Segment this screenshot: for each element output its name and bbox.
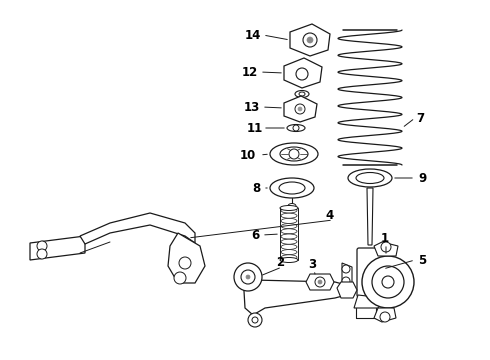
Circle shape — [248, 313, 262, 327]
Ellipse shape — [287, 125, 305, 131]
Polygon shape — [243, 274, 350, 315]
Circle shape — [37, 241, 47, 251]
Ellipse shape — [280, 147, 308, 161]
Text: 12: 12 — [242, 66, 258, 78]
Ellipse shape — [281, 213, 297, 218]
Text: 2: 2 — [276, 256, 284, 269]
Circle shape — [380, 312, 390, 322]
Circle shape — [318, 280, 322, 284]
Ellipse shape — [281, 234, 297, 239]
Ellipse shape — [270, 178, 314, 198]
Circle shape — [298, 107, 302, 111]
Circle shape — [296, 68, 308, 80]
Circle shape — [241, 270, 255, 284]
Polygon shape — [374, 308, 396, 322]
Circle shape — [381, 242, 391, 252]
Circle shape — [289, 149, 299, 159]
Text: 3: 3 — [308, 258, 316, 271]
Ellipse shape — [299, 92, 305, 96]
Text: 4: 4 — [326, 208, 334, 221]
Polygon shape — [367, 188, 373, 245]
Polygon shape — [342, 263, 352, 287]
Ellipse shape — [281, 224, 297, 229]
Polygon shape — [290, 24, 330, 56]
Circle shape — [293, 125, 299, 131]
Ellipse shape — [356, 172, 384, 184]
Ellipse shape — [270, 143, 318, 165]
Text: 14: 14 — [245, 28, 261, 41]
Text: 10: 10 — [240, 149, 256, 162]
Ellipse shape — [281, 208, 297, 213]
Polygon shape — [337, 282, 357, 298]
Circle shape — [307, 37, 313, 43]
Polygon shape — [80, 213, 195, 244]
Ellipse shape — [281, 255, 297, 260]
Circle shape — [382, 276, 394, 288]
Ellipse shape — [281, 249, 297, 255]
Polygon shape — [354, 295, 384, 308]
Circle shape — [342, 277, 350, 285]
Ellipse shape — [281, 229, 297, 234]
Ellipse shape — [348, 169, 392, 187]
Circle shape — [252, 317, 258, 323]
Ellipse shape — [281, 239, 297, 244]
Ellipse shape — [288, 203, 296, 208]
Circle shape — [372, 266, 404, 298]
Polygon shape — [306, 274, 334, 290]
Text: 5: 5 — [418, 253, 426, 266]
Ellipse shape — [295, 90, 309, 98]
Polygon shape — [284, 58, 322, 88]
Ellipse shape — [280, 257, 298, 262]
Polygon shape — [374, 242, 398, 256]
Text: 11: 11 — [247, 122, 263, 135]
Circle shape — [362, 256, 414, 308]
Text: 9: 9 — [418, 171, 426, 185]
Polygon shape — [30, 236, 85, 260]
Circle shape — [37, 249, 47, 259]
Ellipse shape — [280, 206, 298, 211]
Polygon shape — [284, 96, 317, 122]
Ellipse shape — [281, 244, 297, 249]
Circle shape — [342, 265, 350, 273]
Ellipse shape — [279, 182, 305, 194]
Text: 1: 1 — [381, 231, 389, 244]
Circle shape — [295, 104, 305, 114]
Text: 7: 7 — [416, 112, 424, 125]
Circle shape — [315, 277, 325, 287]
FancyBboxPatch shape — [357, 248, 383, 297]
Text: 6: 6 — [251, 229, 259, 242]
Circle shape — [303, 33, 317, 47]
Text: 8: 8 — [252, 181, 260, 194]
Circle shape — [246, 275, 250, 279]
Circle shape — [234, 263, 262, 291]
Ellipse shape — [281, 219, 297, 224]
Polygon shape — [168, 233, 205, 283]
Circle shape — [179, 257, 191, 269]
Circle shape — [174, 272, 186, 284]
Text: 13: 13 — [244, 100, 260, 113]
